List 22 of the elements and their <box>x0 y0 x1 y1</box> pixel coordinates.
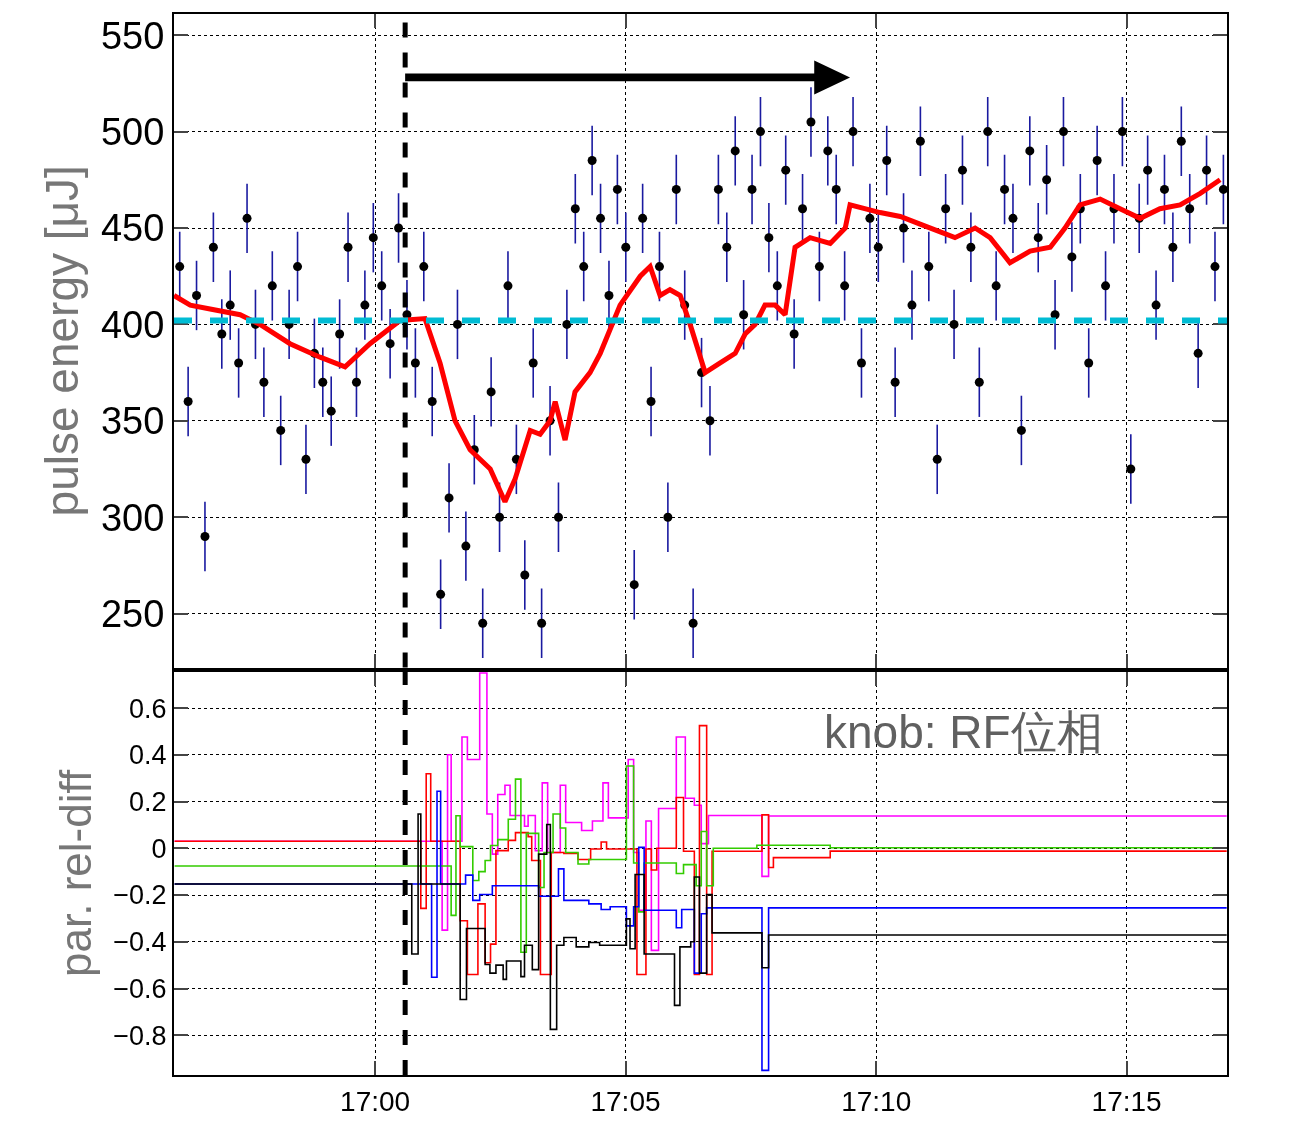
x-tick-label: 17:05 <box>590 1085 661 1117</box>
y-tick-label: 450 <box>100 207 165 250</box>
y-tick-label: 400 <box>100 303 165 346</box>
y-tick-label: 0.4 <box>129 740 167 771</box>
y-axis-title: pulse energy [μJ] <box>35 165 88 517</box>
y-tick-label: 500 <box>100 110 165 153</box>
y-tick-label: −0.6 <box>113 973 167 1004</box>
y-tick-label: −0.4 <box>113 927 167 958</box>
x-tick-label: 17:15 <box>1091 1085 1162 1117</box>
x-tick-label: 17:10 <box>841 1085 912 1117</box>
y-tick-label: 0.2 <box>129 786 167 817</box>
annotation: knob: RF位相 <box>824 706 1103 758</box>
y-tick-label: −0.8 <box>113 1020 167 1051</box>
y-tick-label: 550 <box>100 14 165 57</box>
x-tick-label: 17:00 <box>340 1085 411 1117</box>
y-tick-label: 0.6 <box>129 693 167 724</box>
y-tick-label: 300 <box>100 496 165 539</box>
y-axis-title: par. rel-diff <box>50 769 100 977</box>
y-tick-label: −0.2 <box>113 880 167 911</box>
y-tick-label: 250 <box>100 592 165 635</box>
y-tick-label: 350 <box>100 400 165 443</box>
y-tick-label: 0 <box>151 833 167 864</box>
